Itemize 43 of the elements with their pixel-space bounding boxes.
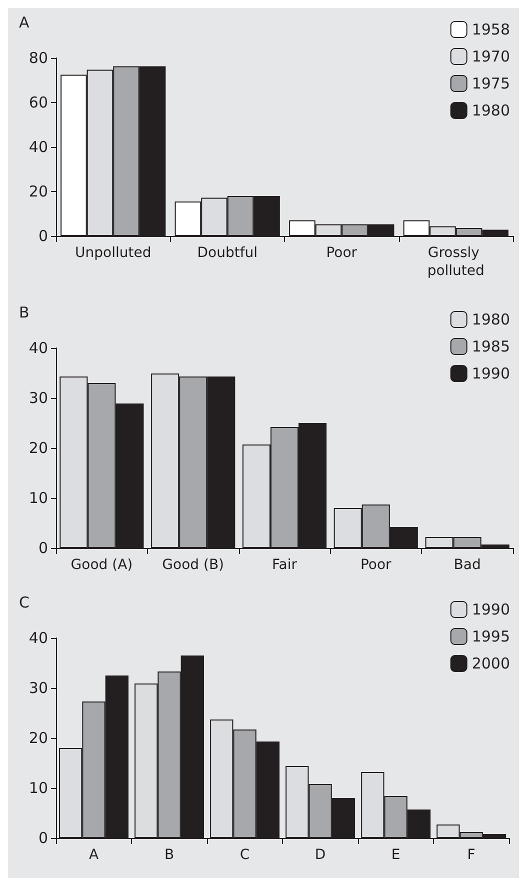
- x-tick-label: Poor: [326, 245, 358, 261]
- x-tick-label: Fair: [272, 557, 298, 573]
- x-tick-label: B: [164, 847, 174, 863]
- y-tick-label: 80: [28, 49, 48, 67]
- x-tick-label: D: [314, 847, 326, 863]
- x-tick-label: A: [88, 847, 99, 863]
- x-tick-label: Good (B): [162, 557, 224, 573]
- x-tick-label: Doubtful: [197, 245, 258, 261]
- legend-label: 1995: [472, 628, 510, 646]
- chart-title: B: [19, 304, 30, 322]
- y-tick-label: 20: [28, 182, 48, 200]
- x-tick-label: E: [391, 847, 400, 863]
- x-tick-label: Good (A): [70, 557, 133, 573]
- legend-label: 1980: [472, 310, 510, 328]
- legend-label: 1985: [472, 338, 510, 356]
- y-tick-label: 60: [28, 94, 48, 112]
- y-tick-label: 10: [28, 779, 48, 797]
- chart-title: C: [19, 594, 30, 612]
- y-tick-label: 10: [28, 489, 48, 507]
- x-tick-label: Poor: [360, 557, 392, 573]
- chart-title: A: [19, 14, 30, 32]
- y-tick-label: 30: [28, 389, 48, 407]
- legend-label: 1980: [472, 102, 510, 120]
- y-tick-label: 40: [28, 339, 48, 357]
- x-tick-label: Bad: [454, 557, 481, 573]
- x-tick-label: C: [240, 847, 250, 863]
- legend-label: 2000: [472, 654, 510, 672]
- y-tick-label: 40: [28, 629, 48, 647]
- y-tick-label: 0: [38, 227, 48, 245]
- legend-label: 1958: [472, 20, 510, 38]
- y-tick-label: 30: [28, 679, 48, 697]
- legend-label: 1970: [472, 48, 510, 66]
- x-tick-label: Unpolluted: [75, 245, 152, 261]
- x-tick-label: F: [467, 847, 476, 863]
- x-tick-label: Grossly polluted: [427, 245, 484, 279]
- y-tick-label: 0: [38, 539, 48, 557]
- legend-label: 1990: [472, 600, 510, 618]
- legend-label: 1990: [472, 364, 510, 382]
- legend-label: 1975: [472, 74, 510, 92]
- y-tick-label: 0: [38, 829, 48, 847]
- y-tick-label: 40: [28, 138, 48, 156]
- y-tick-label: 20: [28, 439, 48, 457]
- y-tick-label: 20: [28, 729, 48, 747]
